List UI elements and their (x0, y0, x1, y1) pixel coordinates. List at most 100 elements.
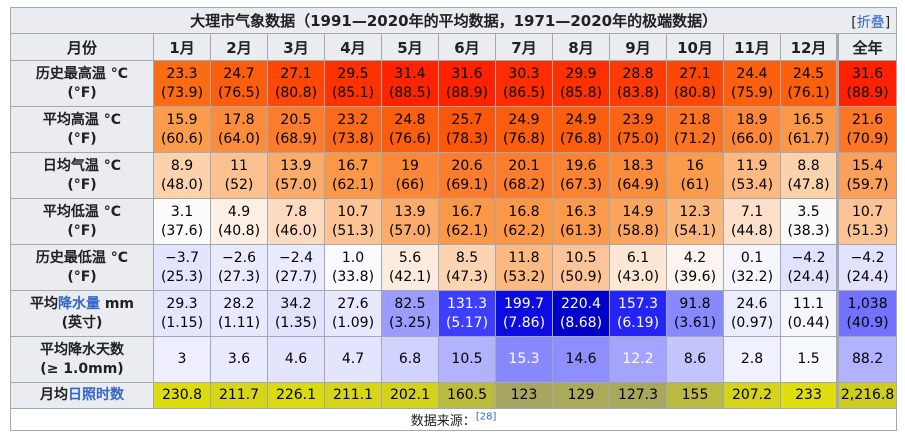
header-month: 2月 (210, 33, 268, 61)
table-row: 历史最低温 °C (°F) −3.7 (25.3) −2.6 (27.3) −2.4 (27.… (10, 244, 898, 291)
header-year: 全年 (835, 33, 898, 61)
cell-value: 34.2 (1.35) (267, 290, 325, 337)
cell-converted-value: (38.3) (787, 222, 830, 239)
header-month: 1月 (153, 33, 211, 61)
cell-converted-value: (50.9) (559, 268, 603, 285)
cell-converted-value: (53.4) (730, 176, 774, 193)
cell-value: 10.5 (438, 336, 496, 383)
cell-value: 16.3 (61.3) (552, 198, 610, 245)
row-label-unit-line: (°F) (67, 84, 97, 101)
cell-converted-value: (24.4) (846, 268, 889, 285)
cell-value: 0.1 (32.2) (723, 244, 781, 291)
table-caption: 大理市气象数据（1991—2020年的平均数据，1971—2020年的极端数据）… (9, 7, 898, 34)
row-label-link[interactable]: 降水量 (57, 295, 100, 312)
row-header: 历史最高温 °C (°F) (10, 60, 154, 107)
cell-converted-value: (1.15) (160, 314, 204, 331)
source-label: 数据来源： (410, 414, 476, 429)
cell-value: 10.7 (51.3) (324, 198, 382, 245)
cell-primary-value: 160.5 (446, 387, 488, 403)
cell-value: 123 (495, 382, 553, 409)
cell-value: 4.9 (40.8) (210, 198, 268, 245)
cell-primary-value: 27.1 (280, 65, 312, 82)
cell-converted-value: (57.0) (388, 222, 432, 239)
cell-value: 131.3 (5.17) (438, 290, 496, 337)
cell-value: 220.4 (8.68) (552, 290, 610, 337)
row-label-unit: mm (99, 295, 135, 312)
cell-converted-value: (43.0) (616, 268, 660, 285)
cell-value: 3 (153, 336, 211, 383)
header-month: 3月 (267, 33, 325, 61)
table-row: 平均降水天数 (≥ 1.0mm) 3 3.6 4.6 4.7 6.8 10.5 15.3 14.6… (10, 336, 898, 383)
cell-primary-value: 29.9 (565, 65, 597, 82)
cell-value: 13.9 (57.0) (267, 152, 325, 199)
cell-value: 13.9 (57.0) (381, 198, 439, 245)
cell-value: 24.5 (76.1) (780, 60, 838, 107)
header-month: 8月 (552, 33, 610, 61)
cell-value: 4.7 (324, 336, 382, 383)
reference-link[interactable]: [28] (475, 411, 497, 423)
cell-primary-value: 13.9 (394, 203, 426, 220)
collapse-link[interactable]: 折叠 (856, 15, 885, 31)
row-label-unit-line: (°F) (67, 176, 97, 193)
cell-value: 202.1 (381, 382, 439, 409)
caption-title: 大理市气象数据（1991—2020年的平均数据，1971—2020年的极端数据） (190, 12, 718, 30)
row-label-link[interactable]: 日照时数 (68, 387, 124, 403)
cell-value: 10.5 (50.9) (552, 244, 610, 291)
cell-value: 18.3 (64.9) (609, 152, 667, 199)
row-label: 日均气温 °C (42, 157, 122, 174)
cell-primary-value: 12.3 (679, 203, 711, 220)
header-month: 12月 (780, 33, 838, 61)
cell-primary-value: 15.4 (851, 157, 884, 174)
cell-converted-value: (51.3) (331, 222, 375, 239)
cell-primary-value: 202.1 (389, 387, 431, 403)
cell-value: 24.9 (76.8) (495, 106, 553, 153)
cell-primary-value: 20.1 (508, 157, 540, 174)
cell-primary-value: 15.3 (508, 351, 540, 367)
cell-value: 14.6 (552, 336, 610, 383)
cell-value: 23.2 (73.8) (324, 106, 382, 153)
row-header: 月均日照时数 (10, 382, 154, 409)
cell-value: 233 (780, 382, 838, 409)
cell-value: 12.2 (609, 336, 667, 383)
cell-converted-value: (61.7) (787, 130, 830, 147)
cell-value: 230.8 (153, 382, 211, 409)
cell-primary-value: 24.7 (223, 65, 255, 82)
cell-primary-value: 5.6 (398, 249, 422, 266)
cell-converted-value: (1.11) (217, 314, 261, 331)
row-header: 历史最低温 °C (°F) (10, 244, 154, 291)
cell-value: 3.6 (210, 336, 268, 383)
climate-table: 大理市气象数据（1991—2020年的平均数据，1971—2020年的极端数据）… (9, 7, 898, 431)
cell-converted-value: (51.3) (846, 222, 889, 239)
cell-primary-value: 34.2 (280, 295, 312, 312)
cell-converted-value: (68.9) (274, 130, 318, 147)
cell-value: 6.1 (43.0) (609, 244, 667, 291)
cell-value: 21.8 (71.2) (666, 106, 724, 153)
cell-converted-value: (83.8) (616, 84, 660, 101)
cell-value: 8.6 (666, 336, 724, 383)
row-label-prefix: 月均 (40, 387, 68, 403)
cell-converted-value: (76.8) (559, 130, 603, 147)
cell-primary-value: 10.5 (451, 351, 483, 367)
cell-converted-value: (80.8) (274, 84, 318, 101)
cell-primary-value: 1,038 (847, 295, 888, 312)
collapse-toggle[interactable]: [折叠] (851, 15, 891, 31)
cell-value: 28.8 (83.8) (609, 60, 667, 107)
row-label: 历史最高温 °C (35, 65, 129, 82)
cell-primary-value: 233 (795, 387, 822, 403)
cell-converted-value: (66.0) (730, 130, 774, 147)
cell-value: 24.4 (75.9) (723, 60, 781, 107)
cell-converted-value: (76.6) (388, 130, 432, 147)
cell-value: 211.1 (324, 382, 382, 409)
row-label: 平均低温 °C (42, 203, 122, 220)
cell-primary-value: 16.3 (565, 203, 597, 220)
cell-converted-value: (44.8) (730, 222, 774, 239)
cell-primary-value: 27.6 (337, 295, 369, 312)
cell-converted-value: (1.09) (331, 314, 375, 331)
table-row: 平均高温 °C (°F) 15.9 (60.6) 17.8 (64.0) 20.5 (68.9… (10, 106, 898, 153)
cell-value: 16.5 (61.7) (780, 106, 838, 153)
cell-primary-value: 24.8 (394, 111, 426, 128)
cell-value: 28.2 (1.11) (210, 290, 268, 337)
cell-primary-value: 27.1 (679, 65, 711, 82)
row-header: 平均高温 °C (°F) (10, 106, 154, 153)
cell-primary-value: 82.5 (394, 295, 426, 312)
